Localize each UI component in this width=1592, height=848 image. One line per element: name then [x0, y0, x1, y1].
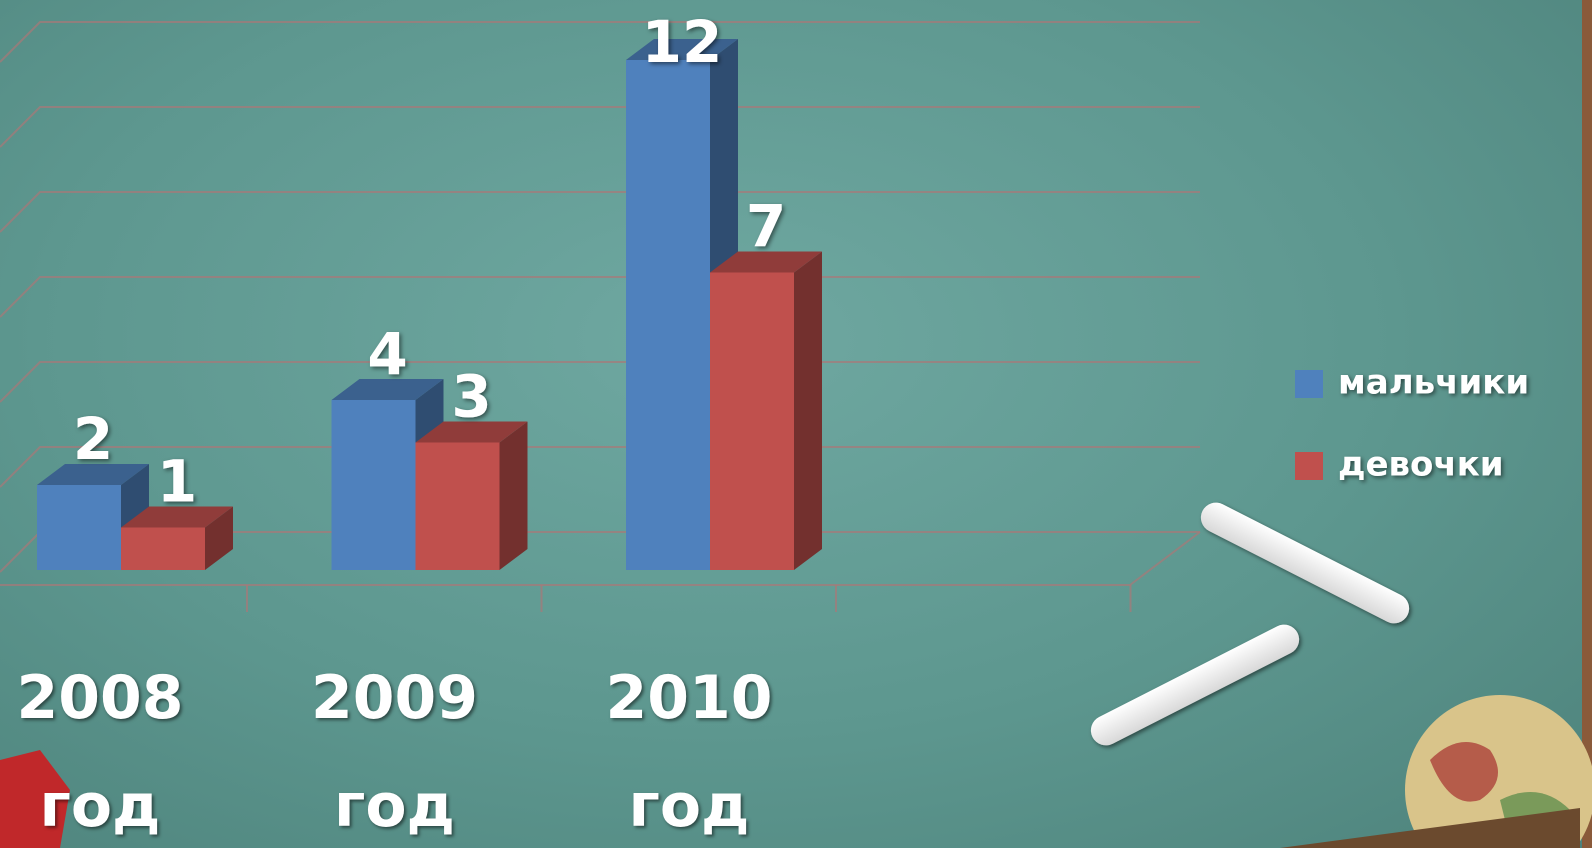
- bar: [416, 443, 500, 571]
- grid-line: [0, 192, 1200, 232]
- grid-line: [0, 22, 1200, 62]
- category-label: 2010 год: [594, 644, 784, 848]
- bar-side: [500, 422, 528, 571]
- slide: 2143127мальчикидевочки 2008 год2009 год2…: [0, 0, 1592, 848]
- chalk-piece: [1086, 497, 1415, 750]
- category-label: 2008 год: [5, 644, 195, 848]
- legend-swatch: [1295, 370, 1323, 398]
- grid-line: [0, 277, 1200, 317]
- bar-side: [794, 252, 822, 571]
- bar: [626, 60, 710, 570]
- chart: 21 43 12 7 мальчики девочки: [0, 0, 1592, 848]
- grid-line: [0, 362, 1200, 402]
- legend-label: девочки: [1338, 445, 1504, 485]
- bar: [710, 273, 794, 571]
- legend-swatch: [1295, 452, 1323, 480]
- data-label: 7: [746, 193, 786, 261]
- data-label: 1: [157, 448, 197, 516]
- grid-line: [0, 107, 1200, 147]
- legend-label: мальчики: [1338, 363, 1529, 403]
- board-frame: [1582, 0, 1592, 848]
- bar: [121, 528, 205, 571]
- category-label: 2009 год: [300, 644, 490, 848]
- legend: мальчики девочки: [1295, 363, 1529, 485]
- bar: [37, 485, 121, 570]
- data-label: 2: [73, 405, 113, 473]
- bar: [332, 400, 416, 570]
- data-label: 4: [367, 320, 407, 388]
- data-label: 12: [642, 8, 723, 76]
- data-label: 3: [451, 363, 491, 431]
